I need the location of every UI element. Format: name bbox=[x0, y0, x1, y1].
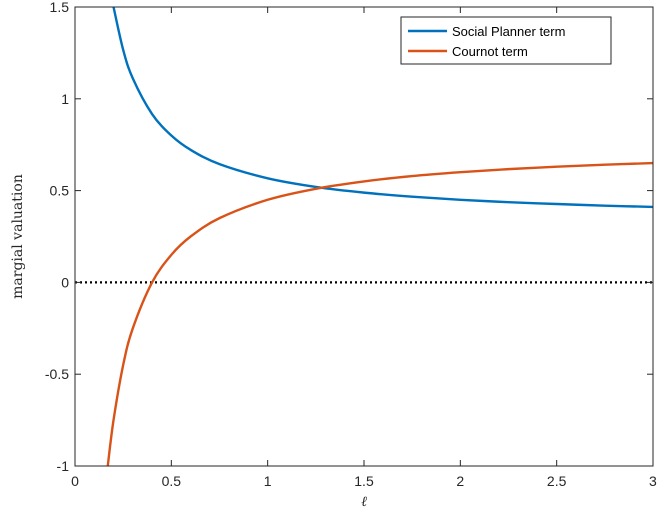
series-line-1 bbox=[106, 161, 653, 466]
x-tick-label: 2.5 bbox=[547, 473, 567, 489]
x-axis-label: ℓ bbox=[361, 494, 367, 510]
tick-layer: 0 0.5 1 1.5 2 2.5 3 -1 -0.5 0 0.5 1 1.5 bbox=[45, 0, 657, 489]
legend-label-0: Social Planner term bbox=[452, 24, 565, 39]
series-layer bbox=[106, 7, 653, 466]
y-tick-label: 0.5 bbox=[50, 183, 70, 199]
series-line-0 bbox=[112, 7, 653, 209]
x-tick-label: 3 bbox=[649, 473, 657, 489]
legend-label-1: Cournot term bbox=[452, 44, 528, 59]
y-tick-label: -0.5 bbox=[45, 366, 69, 382]
y-tick-label: 1 bbox=[61, 91, 69, 107]
legend-box bbox=[400, 16, 612, 65]
y-tick-label: -1 bbox=[57, 458, 70, 474]
y-axis-label: margial valuation bbox=[10, 174, 26, 299]
x-tick-label: 1.5 bbox=[354, 473, 374, 489]
x-tick-label: 2 bbox=[456, 473, 464, 489]
x-tick-label: 1 bbox=[264, 473, 272, 489]
y-tick-label: 0 bbox=[61, 274, 69, 290]
y-tick-label: 1.5 bbox=[50, 0, 70, 15]
x-tick-label: 0.5 bbox=[162, 473, 182, 489]
x-tick-label: 0 bbox=[71, 473, 79, 489]
legend: Social Planner term Cournot term bbox=[400, 16, 612, 65]
